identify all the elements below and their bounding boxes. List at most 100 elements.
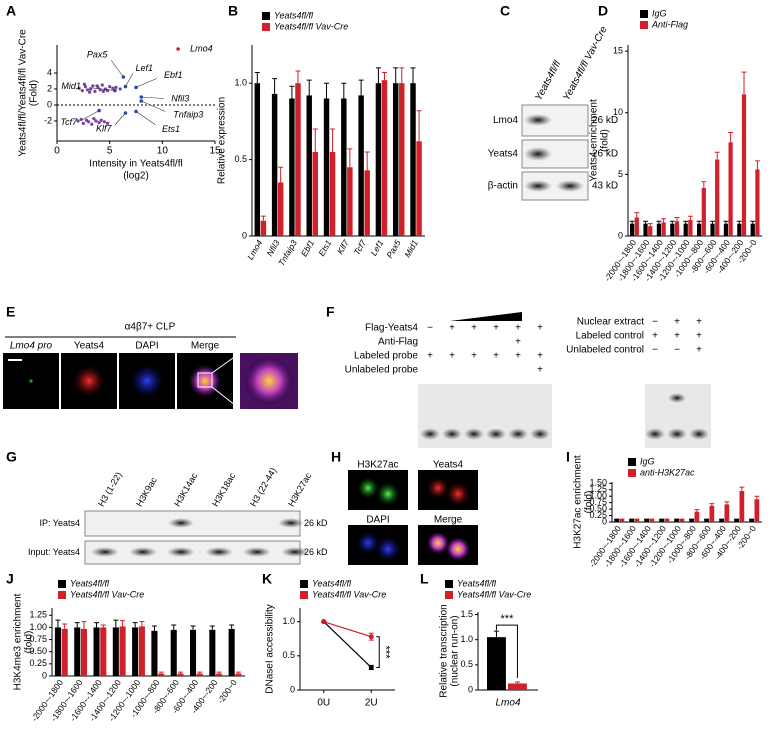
bar [701,187,706,236]
point [87,120,91,124]
y-tick-label: 0.75 [589,497,607,507]
error-bar [62,623,68,629]
blot-band [205,547,233,557]
y-axis-label: DNaseI accessibility [265,604,276,693]
error-bar [754,160,760,170]
y-tick-label: 0.50 [29,646,47,656]
y-tick-label: 1.25 [589,484,607,494]
error-bar [306,79,312,96]
bar [364,170,370,236]
column-label: Lmo4 pro [10,341,53,352]
legend-label: anti-H3K27ac [640,467,695,477]
bar [755,169,760,236]
bar [410,83,416,236]
x-tick-label: 2U [365,698,378,709]
x-tick-label: 10 [157,146,169,157]
legend-label: Yeats4fl/fl [274,10,314,20]
point [93,89,97,93]
legend-label: Anti-Flag [651,19,688,29]
error-bar [410,67,416,84]
panel-label: H [331,449,341,465]
y-axis-unit: (fold) [24,631,35,654]
point [82,82,86,86]
panel-label: B [228,3,238,19]
point [321,619,327,625]
size-label: 26 kD [304,547,328,557]
bar [674,221,680,236]
legend-swatch [628,469,636,477]
sign: + [537,323,543,334]
y-tick-label: 1.50 [589,478,607,488]
panel-label: E [6,304,15,320]
sign: + [449,351,455,362]
bar [119,626,126,676]
bar [715,159,720,236]
row-label: Labeled probe [354,351,418,362]
bar [347,167,353,236]
error-bar [696,220,702,224]
annotation-arrow [82,110,100,120]
bar [358,95,364,236]
bar [54,627,61,676]
bar [656,223,662,236]
point [92,117,96,121]
lane-label: H3K14ac [172,471,199,508]
blot-band [668,393,686,403]
x-tick-label: 5 [107,146,113,157]
blot-band [243,547,271,557]
y-tick-label: 0 [602,516,607,526]
bar [260,220,267,236]
sign: + [696,331,702,342]
annotation-arrow [114,112,126,126]
bar [487,637,506,690]
error-bar [739,486,745,492]
annotation-arrow [141,100,166,112]
blot-band [645,428,665,440]
sign: + [493,351,499,362]
blot-band [530,428,550,440]
column-label: Yeats4fl/fl Vav-Cre [561,24,610,102]
bar [709,505,715,522]
sign: + [674,317,680,328]
bar [329,151,336,236]
legend-label: Yeats4fl/fl [312,578,352,588]
error-bar [312,128,318,152]
x-tick-label: 0U [317,698,330,709]
annotation-arrow [111,60,124,78]
point [95,84,99,88]
error-bar [295,70,301,84]
legend-swatch [262,12,270,20]
blot-band [168,518,194,528]
bar [132,627,139,676]
bar [649,519,655,522]
error-bar [113,619,119,628]
point [97,121,101,125]
image-title: Merge [434,515,463,526]
legend-swatch [628,458,636,466]
annotation-arrow [135,78,158,88]
bar [629,519,634,522]
annotation-arrow [141,96,164,99]
annotation-label: Lef1 [135,63,153,73]
bar [216,673,223,676]
significance-label: *** [501,613,515,625]
point [118,87,122,91]
error-bar [694,509,700,512]
row-label: Nuclear extract [577,317,644,328]
zoom-box [197,372,213,388]
bar [694,511,700,522]
bar [323,98,330,236]
significance-label: *** [379,646,391,660]
error-bar [709,503,715,506]
error-bar [216,671,222,674]
panel-label: A [6,3,16,19]
y-tick-label: 0 [47,99,52,109]
error-bar [724,501,730,505]
sign: − [652,345,658,356]
error-bar [197,671,203,674]
bar [644,519,649,522]
row-label: Unlabeled probe [345,365,419,376]
bar [697,223,702,236]
y-axis-label: Yeats4fl/fl/Yeats4fl/fl Vav-Cre [18,29,29,157]
error-bar [100,624,106,628]
